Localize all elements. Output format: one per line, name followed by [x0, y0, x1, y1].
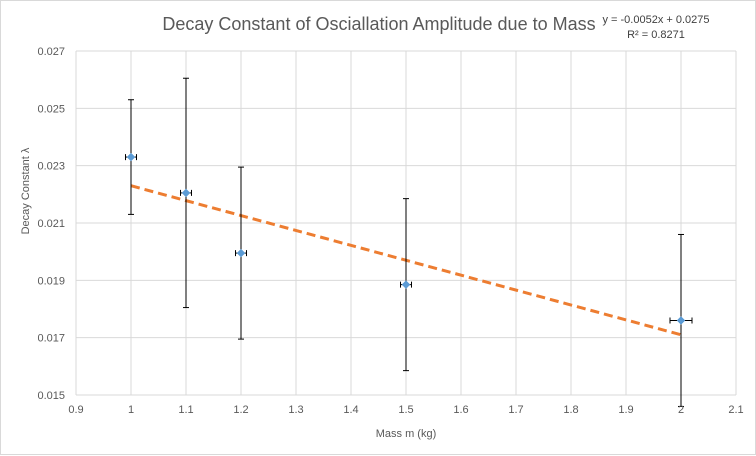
trendline-equation: y = -0.0052x + 0.0275 [602, 14, 709, 26]
y-tick-label: 0.027 [37, 46, 65, 58]
data-point [126, 152, 136, 162]
y-tick-label: 0.019 [37, 275, 65, 287]
trendline-r-squared: R² = 0.8271 [627, 29, 685, 41]
x-tick-label: 1.2 [233, 404, 248, 416]
data-points [126, 152, 686, 325]
data-point [181, 188, 191, 198]
y-tick-label: 0.021 [37, 218, 65, 230]
y-tick-label: 0.023 [37, 161, 65, 173]
x-tick-label: 1.7 [508, 404, 523, 416]
y-axis-title: Decay Constant λ [20, 147, 32, 234]
x-tick-label: 1.1 [178, 404, 193, 416]
chart-title: Decay Constant of Osciallation Amplitude… [162, 14, 595, 34]
error-bars [125, 77, 693, 407]
x-tick-labels: 0.9 1 1.1 1.2 1.3 1.4 1.5 1.6 1.7 1.8 1.9 2 2.1 [68, 404, 743, 416]
x-tick-label: 1.5 [398, 404, 413, 416]
data-point [401, 280, 411, 289]
y-tick-label: 0.025 [37, 103, 65, 115]
x-axis-title: Mass m (kg) [376, 428, 437, 440]
data-point [236, 248, 246, 258]
x-tick-label: 1.4 [343, 404, 358, 416]
x-tick-label: 1.9 [618, 404, 633, 416]
x-tick-label: 1 [128, 404, 134, 416]
y-tick-label: 0.017 [37, 333, 65, 345]
x-tick-label: 1.3 [288, 404, 303, 416]
data-point [676, 316, 686, 325]
x-tick-label: 0.9 [68, 404, 83, 416]
y-tick-labels: 0.015 0.017 0.019 0.021 0.023 0.025 0.027 [37, 46, 65, 402]
x-tick-label: 1.8 [563, 404, 578, 416]
x-tick-label: 2.1 [728, 404, 743, 416]
x-tick-label: 1.6 [453, 404, 468, 416]
y-tick-label: 0.015 [37, 390, 65, 402]
x-tick-label: 2 [678, 404, 684, 416]
